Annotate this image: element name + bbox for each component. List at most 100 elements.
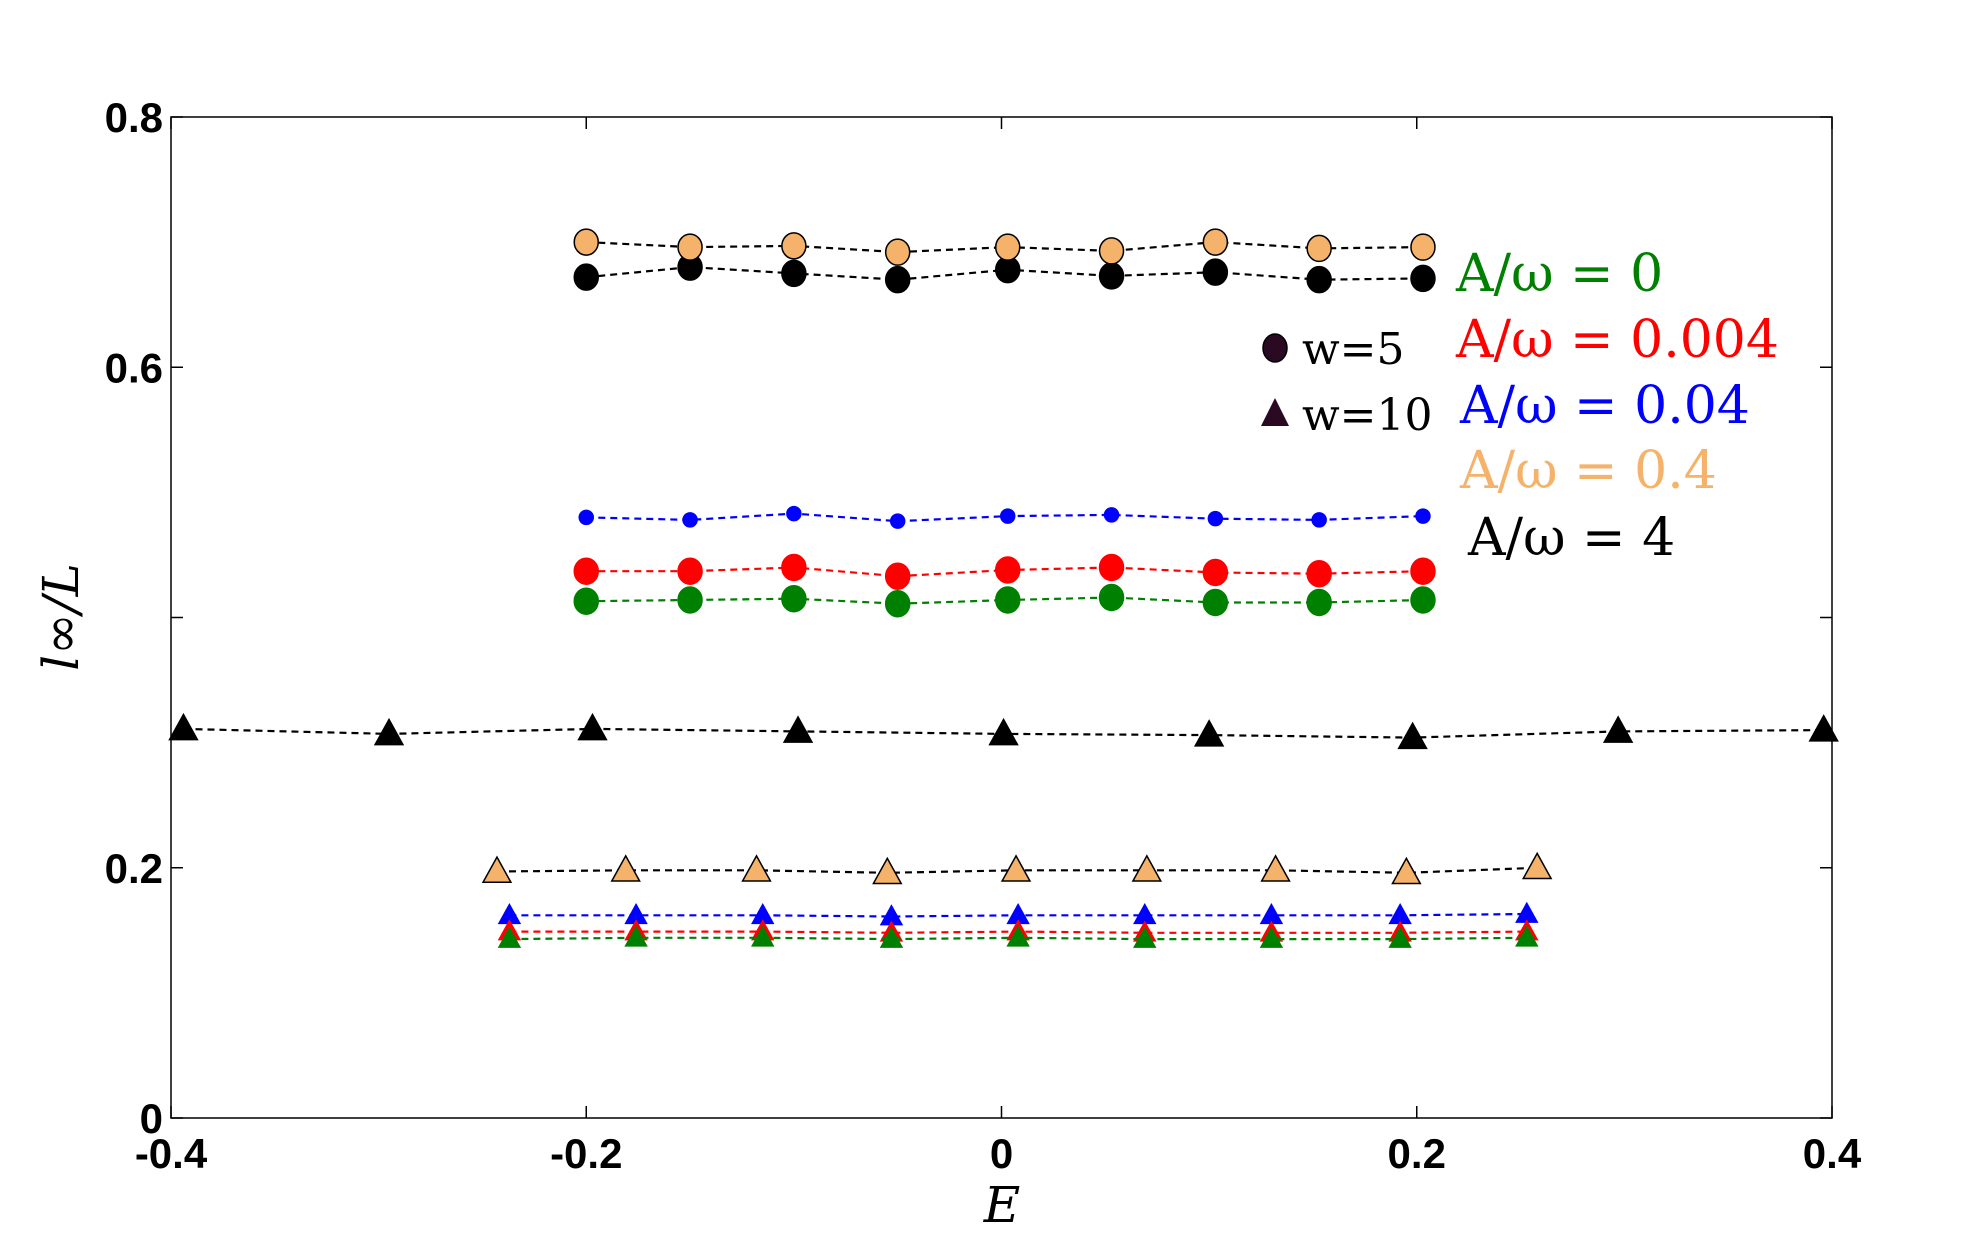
data-point [1306, 559, 1332, 588]
y-tick-label: 0.8 [105, 94, 163, 141]
data-point [1098, 583, 1125, 612]
data-point [1098, 553, 1125, 582]
series [168, 712, 1839, 750]
data-point [1521, 851, 1553, 880]
data-point [781, 232, 807, 260]
data-point [988, 717, 1019, 746]
data-point [889, 513, 906, 529]
data-point [1306, 265, 1332, 294]
series [497, 925, 1539, 948]
data-point [1391, 856, 1422, 885]
legend-circle-marker [1262, 333, 1288, 363]
data-point [782, 715, 814, 743]
y-tick-label: 0.2 [105, 845, 163, 892]
y-tick-label: 0.6 [105, 344, 163, 391]
data-point [1000, 854, 1032, 882]
data-point [884, 238, 911, 266]
data-point [1260, 854, 1291, 882]
x-tick-label: 0.4 [1803, 1130, 1862, 1177]
legend-triangle-marker [1261, 398, 1289, 426]
data-point [1311, 512, 1327, 528]
x-tick-label: -0.2 [550, 1130, 622, 1177]
marker-legend-label: w=10 [1302, 390, 1433, 441]
data-point [781, 553, 807, 582]
data-point [1306, 588, 1332, 617]
series [573, 253, 1436, 294]
data-point [1193, 719, 1225, 747]
series [573, 553, 1436, 590]
marker-legend-label: w=5 [1302, 324, 1405, 375]
x-tick-label: 0 [990, 1130, 1013, 1177]
data-point [578, 509, 594, 526]
data-point [884, 589, 911, 618]
data-point [994, 586, 1021, 614]
data-point [1202, 228, 1229, 256]
data-point [994, 233, 1021, 261]
data-point [577, 712, 608, 741]
data-point [373, 717, 405, 746]
data-point [573, 587, 599, 615]
data-point [1098, 237, 1125, 265]
data-point [1410, 586, 1436, 614]
data-point [1103, 507, 1120, 523]
y-axis-title: l∞/L [32, 563, 90, 671]
data-point [1410, 264, 1436, 293]
legend-entry: A/ω = 0.004 [1455, 310, 1779, 370]
data-point [1202, 258, 1229, 286]
data-point [677, 557, 703, 585]
data-point [1259, 926, 1284, 948]
data-point [1202, 558, 1229, 587]
data-point [497, 926, 522, 948]
data-point [999, 508, 1016, 524]
data-point [1131, 854, 1163, 882]
legend-entry: A/ω = 0 [1455, 244, 1663, 304]
data-point [168, 712, 199, 741]
plot-frame [170, 116, 1833, 1119]
data-point [1397, 721, 1428, 750]
data-point [1202, 588, 1229, 617]
data-point [1388, 926, 1412, 948]
data-point [751, 925, 775, 947]
data-point [781, 259, 807, 288]
data-point [624, 925, 648, 947]
x-tick-label: 0.2 [1388, 1130, 1446, 1177]
legend-entry: A/ω = 0.04 [1459, 376, 1750, 436]
data-point [1207, 510, 1224, 527]
series [573, 583, 1436, 618]
ticks-layer: -0.4 -0.2 0 0.2 0.4 0 0.2 0.6 0.8 [105, 94, 1862, 1177]
data-point [1808, 714, 1839, 742]
data-point [1098, 262, 1125, 290]
data-point [786, 505, 802, 522]
x-tick-label: -0.4 [135, 1130, 208, 1177]
series [481, 851, 1553, 885]
data-point [741, 854, 772, 882]
data-point [1306, 234, 1332, 263]
data-point [781, 584, 807, 613]
legend-entry: A/ω = 0.4 [1459, 441, 1717, 501]
data-point [481, 855, 513, 884]
data-point [1515, 925, 1539, 947]
legend-entry: A/ω = 4 [1467, 508, 1675, 568]
data-point [1415, 508, 1431, 524]
x-axis-title: E [983, 1176, 1021, 1234]
data-point [1133, 926, 1157, 948]
series-layer [168, 228, 1839, 948]
marker-legend: w=5 w=10 [1261, 324, 1433, 441]
data-point [1410, 557, 1436, 585]
data-point [884, 562, 911, 590]
data-point [1006, 925, 1030, 947]
data-point [879, 926, 904, 948]
data-point [677, 233, 703, 261]
data-point [872, 856, 903, 885]
data-point [1410, 233, 1436, 261]
data-point [884, 265, 911, 294]
data-point [994, 556, 1021, 584]
series [578, 505, 1431, 529]
data-point [610, 854, 641, 882]
data-point [1602, 715, 1634, 743]
data-point [573, 263, 599, 291]
data-point [573, 557, 599, 585]
data-point [677, 586, 703, 614]
